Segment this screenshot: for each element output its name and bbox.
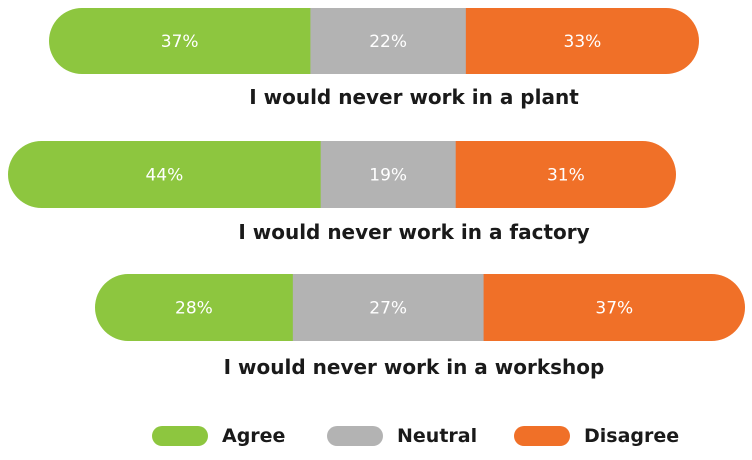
bar-segment-agree	[8, 141, 322, 208]
bar-row-1	[49, 8, 699, 74]
data-label-disagree: 33%	[564, 32, 602, 52]
legend-item-agree: Agree	[152, 421, 285, 451]
data-label-neutral: 19%	[369, 166, 407, 186]
bar-segment-disagree	[483, 274, 745, 341]
bar-segment-disagree	[465, 8, 699, 74]
bar-segment-agree	[95, 274, 294, 341]
data-label-neutral: 22%	[369, 32, 407, 52]
legend-swatch-disagree	[514, 426, 570, 446]
data-label-agree: 28%	[175, 299, 213, 319]
bar-segment-neutral	[292, 274, 485, 341]
legend-swatch-neutral	[327, 426, 383, 446]
bar-segment-agree	[49, 8, 311, 74]
stacked-bar-chart: 37% 22% 33% I would never work in a plant 44…	[8, 8, 745, 379]
bar-row-2	[8, 141, 676, 208]
data-label-disagree: 37%	[595, 299, 633, 319]
data-label-agree: 37%	[161, 32, 199, 52]
legend-swatch-agree	[152, 426, 208, 446]
legend-label-agree: Agree	[222, 425, 286, 447]
data-label-agree: 44%	[145, 166, 183, 186]
category-label: I would never work in a factory	[238, 220, 589, 244]
legend-item-disagree: Disagree	[514, 421, 679, 451]
legend-label-disagree: Disagree	[584, 425, 680, 447]
data-label-neutral: 27%	[369, 299, 407, 319]
bar-segment-neutral	[320, 141, 457, 208]
bar-segment-neutral	[310, 8, 467, 74]
category-label: I would never work in a plant	[249, 85, 579, 109]
bar-segment-disagree	[455, 141, 676, 208]
data-label-disagree: 31%	[547, 166, 585, 186]
bar-row-3	[95, 274, 745, 341]
legend-label-neutral: Neutral	[397, 425, 478, 447]
legend: Agree Neutral Disagree	[0, 421, 752, 451]
legend-item-neutral: Neutral	[327, 421, 477, 451]
category-label: I would never work in a workshop	[224, 355, 605, 379]
